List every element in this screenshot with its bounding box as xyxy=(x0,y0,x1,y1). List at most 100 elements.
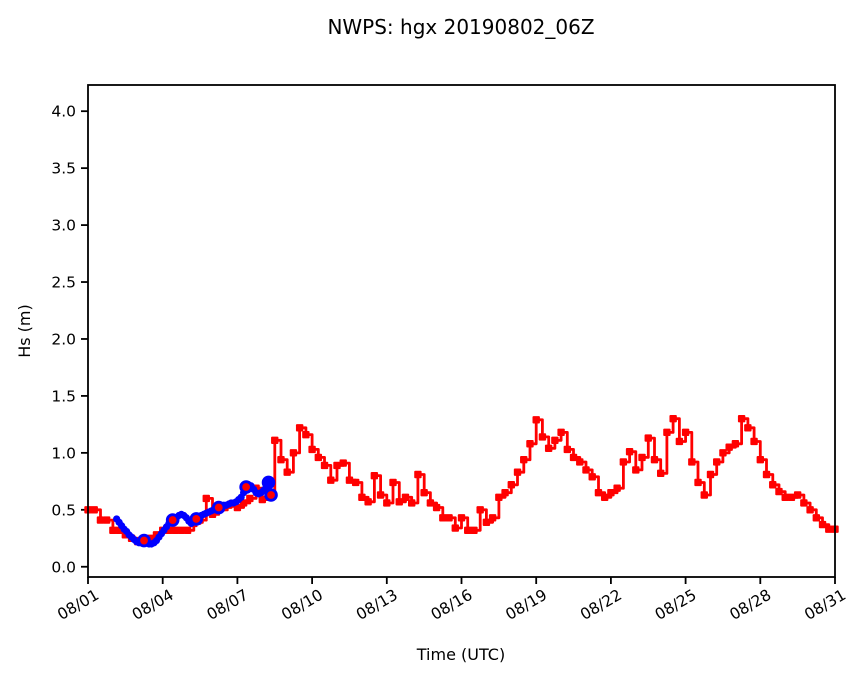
model-square-marker xyxy=(625,448,634,456)
model-square-marker xyxy=(750,437,758,446)
model-square-marker xyxy=(787,493,796,501)
model-square-marker xyxy=(177,526,186,535)
model-square-marker xyxy=(526,440,534,448)
x-tick-label: 08/22 xyxy=(577,586,625,624)
model-square-marker xyxy=(320,461,329,470)
model-square-marker xyxy=(700,491,708,499)
model-square-marker xyxy=(476,506,484,514)
model-square-marker xyxy=(90,506,98,514)
model-forecast-series xyxy=(84,414,839,546)
model-square-marker xyxy=(737,414,746,423)
model-square-marker xyxy=(569,453,578,462)
model-square-marker xyxy=(327,476,335,484)
model-square-marker xyxy=(594,489,603,497)
y-tick-label: 4.0 xyxy=(51,103,76,121)
model-square-marker xyxy=(314,453,323,462)
model-square-marker xyxy=(345,476,354,484)
obs-circle-red-center xyxy=(242,483,251,491)
synoptic-obs-series xyxy=(137,475,278,548)
model-square-marker xyxy=(109,526,117,535)
model-square-marker xyxy=(657,469,665,478)
model-square-marker xyxy=(370,471,379,480)
model-square-marker xyxy=(183,526,192,535)
y-tick-label: 3.0 xyxy=(51,217,76,235)
model-square-marker xyxy=(681,428,690,437)
model-square-marker xyxy=(818,520,827,529)
y-tick-label: 2.0 xyxy=(51,330,76,348)
chart-title: NWPS: hgx 20190802_06Z xyxy=(327,15,594,39)
model-square-marker xyxy=(650,455,659,464)
model-square-marker xyxy=(96,516,105,524)
x-tick-label: 08/13 xyxy=(353,586,401,624)
model-square-marker xyxy=(781,493,789,501)
model-square-marker xyxy=(389,478,397,487)
x-tick-label: 08/28 xyxy=(727,586,775,624)
model-square-marker xyxy=(613,484,621,492)
model-square-marker xyxy=(632,466,640,474)
model-square-marker xyxy=(376,491,385,499)
obs-circle-red-center xyxy=(140,536,148,545)
model-square-marker xyxy=(339,459,347,467)
model-square-marker xyxy=(102,516,111,524)
y-tick-label: 1.0 xyxy=(51,444,76,462)
model-square-marker xyxy=(246,494,254,503)
model-square-marker xyxy=(445,514,453,522)
model-square-marker xyxy=(725,443,733,451)
model-square-marker xyxy=(395,498,403,506)
model-square-marker xyxy=(532,416,540,424)
model-square-marker xyxy=(563,445,572,454)
y-tick-label: 0.5 xyxy=(51,501,76,519)
model-square-marker xyxy=(793,491,802,499)
plot-series xyxy=(84,414,839,548)
model-square-marker xyxy=(551,436,559,445)
model-square-marker xyxy=(731,440,740,448)
obs-large-circle-marker xyxy=(261,475,276,490)
model-square-marker xyxy=(308,445,316,454)
model-square-marker xyxy=(470,526,478,535)
model-square-marker xyxy=(619,458,628,466)
y-tick-label: 1.5 xyxy=(51,387,76,405)
model-square-marker xyxy=(507,481,515,489)
model-square-marker xyxy=(495,493,503,501)
model-square-marker xyxy=(762,470,771,479)
model-square-marker xyxy=(600,493,609,501)
x-tick-label: 08/07 xyxy=(204,586,252,624)
model-square-marker xyxy=(544,444,553,453)
model-square-marker xyxy=(719,449,727,457)
model-square-marker xyxy=(513,468,522,476)
x-tick-label: 08/10 xyxy=(278,586,326,624)
axes-frame xyxy=(87,84,836,578)
model-square-marker xyxy=(457,514,466,522)
model-square-marker xyxy=(432,503,441,512)
x-tick-label: 08/04 xyxy=(129,586,177,624)
model-square-marker xyxy=(426,499,435,507)
model-square-marker xyxy=(744,424,752,432)
model-square-marker xyxy=(607,489,615,497)
model-square-marker xyxy=(775,487,783,496)
model-square-marker xyxy=(713,458,721,466)
model-square-marker xyxy=(277,455,285,464)
model-square-marker xyxy=(202,494,210,503)
model-square-marker xyxy=(756,455,764,464)
plot-axes: 0.0 0.5 1.0 1.5 2.0 2.5 3.0 3.5 4.0 08/01 08/04 08/… xyxy=(51,103,849,624)
obs-circle-red-center xyxy=(267,491,275,499)
model-square-marker xyxy=(171,526,179,535)
model-square-marker xyxy=(383,499,391,507)
model-square-marker xyxy=(408,499,416,507)
obs-circle-red-center xyxy=(192,515,201,523)
model-square-marker xyxy=(482,518,491,527)
model-square-marker xyxy=(451,524,459,532)
model-square-marker xyxy=(258,495,266,504)
model-square-marker xyxy=(706,470,715,479)
model-square-marker xyxy=(588,473,596,481)
model-square-marker xyxy=(295,424,304,432)
model-square-marker xyxy=(520,455,528,464)
model-square-marker xyxy=(358,493,366,501)
y-axis-label: Hs (m) xyxy=(15,304,34,358)
model-square-marker xyxy=(401,493,410,501)
model-square-marker xyxy=(283,468,291,476)
y-tick-label: 2.5 xyxy=(51,274,76,292)
x-tick-label: 08/16 xyxy=(428,586,476,624)
